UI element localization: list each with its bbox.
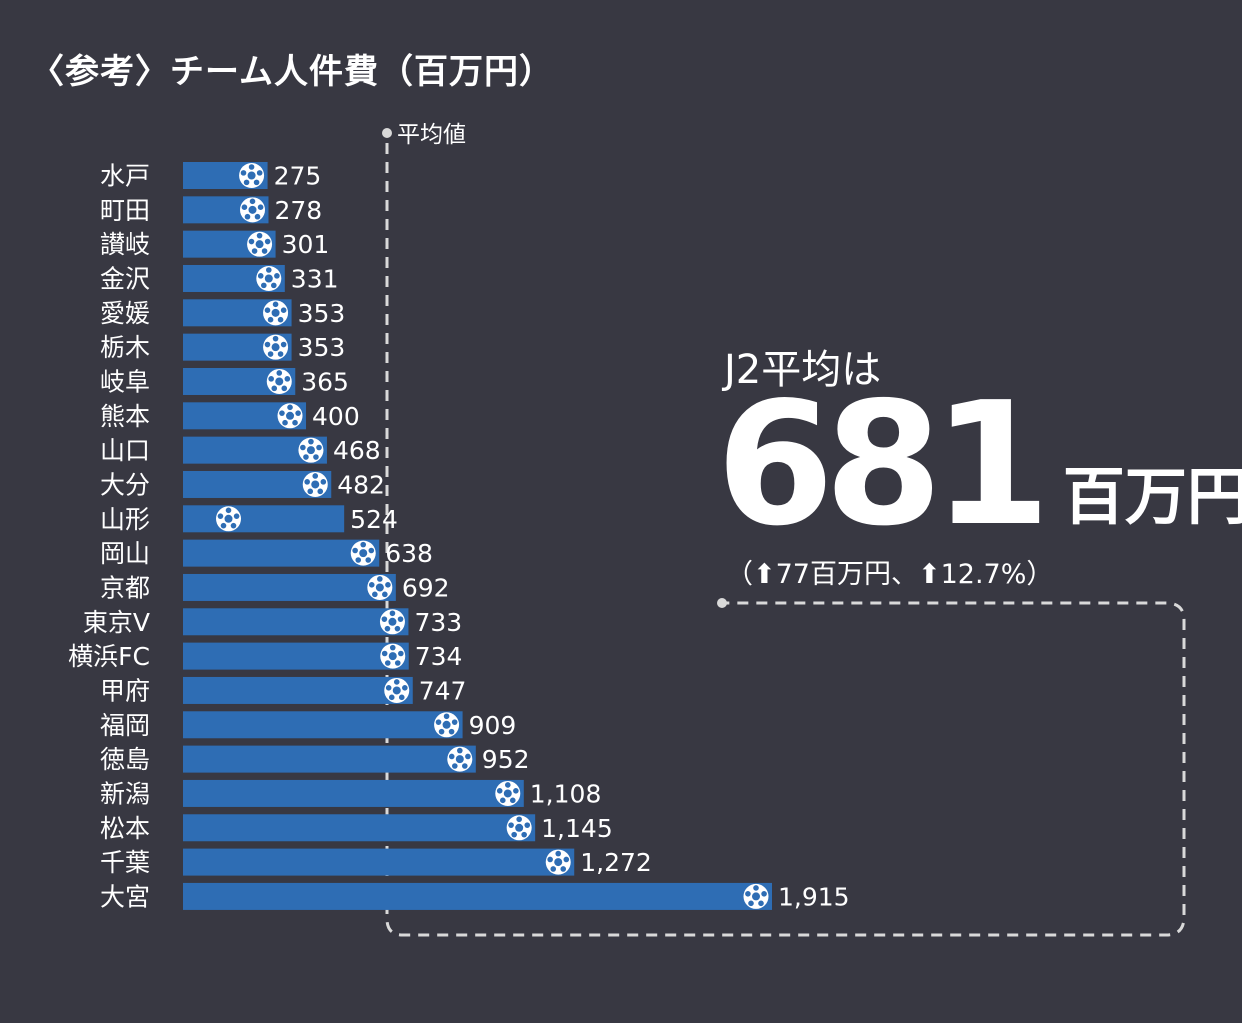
value-label: 331 (291, 264, 339, 293)
category-label: 金沢 (100, 264, 150, 293)
soccer-ball-icon (380, 643, 406, 669)
soccer-ball-icon (239, 163, 265, 188)
value-label: 468 (333, 436, 381, 465)
category-label: 岐阜 (100, 367, 150, 396)
connector-end-dot (717, 598, 727, 608)
category-label: 岡山 (100, 539, 150, 568)
soccer-ball-icon (216, 506, 242, 532)
soccer-ball-icon (447, 746, 473, 772)
summary-unit: 百万円 (1062, 460, 1242, 533)
bar (183, 608, 409, 636)
soccer-ball-icon (302, 471, 328, 497)
category-label: 新潟 (100, 779, 150, 808)
value-label: 301 (282, 230, 330, 259)
value-label: 692 (402, 573, 450, 602)
bar (183, 505, 345, 533)
bar (183, 642, 409, 670)
soccer-ball-icon (434, 712, 460, 738)
soccer-ball-icon (298, 437, 324, 463)
category-label: 大分 (100, 470, 150, 499)
category-label: 愛媛 (100, 299, 150, 328)
soccer-ball-icon (495, 780, 521, 806)
chart-title: 〈参考〉チーム人件費（百万円） (30, 52, 554, 92)
category-label: 京都 (100, 573, 150, 602)
value-label: 952 (482, 745, 530, 774)
soccer-ball-icon (277, 403, 303, 429)
value-label: 278 (275, 196, 323, 225)
value-label: 482 (337, 470, 385, 499)
bar (183, 573, 396, 601)
value-label: 275 (274, 162, 322, 191)
bar (183, 882, 772, 910)
soccer-ball-icon (506, 815, 532, 841)
category-label: 栃木 (100, 333, 150, 362)
soccer-ball-icon (263, 334, 289, 360)
soccer-ball-icon (545, 849, 571, 875)
category-label: 横浜FC (68, 642, 150, 671)
soccer-ball-icon (367, 574, 393, 600)
value-label: 1,108 (530, 779, 602, 808)
value-label: 734 (415, 642, 463, 671)
category-label: 大宮 (100, 882, 150, 911)
category-label: 千葉 (100, 848, 150, 877)
bar (183, 814, 536, 842)
category-label: 讃岐 (100, 230, 150, 259)
value-label: 1,145 (541, 814, 613, 843)
value-label: 1,272 (580, 848, 652, 877)
soccer-ball-icon (256, 265, 282, 291)
reference-line-dot (382, 128, 392, 138)
category-label: 山口 (100, 436, 150, 465)
bar (183, 676, 413, 704)
bar (183, 848, 575, 876)
reference-connector-line (385, 143, 1186, 937)
bar (183, 711, 463, 739)
soccer-ball-icon (247, 231, 273, 257)
bar (183, 745, 476, 773)
soccer-ball-icon (266, 368, 292, 394)
bar (183, 779, 524, 807)
average-reference-line: 平均値 (382, 122, 1186, 937)
summary-value-block: 681 百万円 (716, 380, 1242, 550)
value-label: 353 (298, 299, 346, 328)
value-label: 747 (419, 676, 467, 705)
soccer-ball-icon (263, 300, 289, 326)
category-label: 熊本 (100, 402, 150, 431)
value-label: 733 (414, 608, 462, 637)
reference-line-label: 平均値 (397, 122, 466, 148)
value-label: 353 (298, 333, 346, 362)
value-label: 1,915 (778, 882, 850, 911)
category-label: 東京V (83, 608, 150, 637)
bars: 水戸 275 町田 278 讃岐 301 金沢 331 愛媛 353 栃木 353 岐阜 365 熊本 400… (68, 162, 849, 912)
value-label: 400 (312, 402, 360, 431)
value-label: 909 (469, 711, 517, 740)
category-label: 山形 (100, 505, 150, 534)
value-label: 365 (301, 367, 349, 396)
category-label: 松本 (100, 814, 150, 843)
soccer-ball-icon (350, 540, 376, 566)
bar (183, 539, 380, 567)
summary-change: （⬆77百万円、⬆12.7%） (726, 559, 1054, 590)
category-label: 甲府 (100, 676, 150, 705)
value-label: 638 (385, 539, 433, 568)
summary-value: 681 (716, 366, 1051, 564)
category-label: 徳島 (100, 745, 150, 774)
soccer-ball-icon (379, 609, 405, 635)
summary-label: J2平均は (724, 347, 882, 393)
soccer-ball-icon (384, 677, 410, 703)
value-label: 524 (350, 505, 398, 534)
category-label: 町田 (100, 196, 150, 225)
soccer-ball-icon (743, 883, 769, 909)
category-label: 水戸 (100, 162, 150, 191)
soccer-ball-icon (240, 197, 266, 223)
category-label: 福岡 (100, 711, 150, 740)
